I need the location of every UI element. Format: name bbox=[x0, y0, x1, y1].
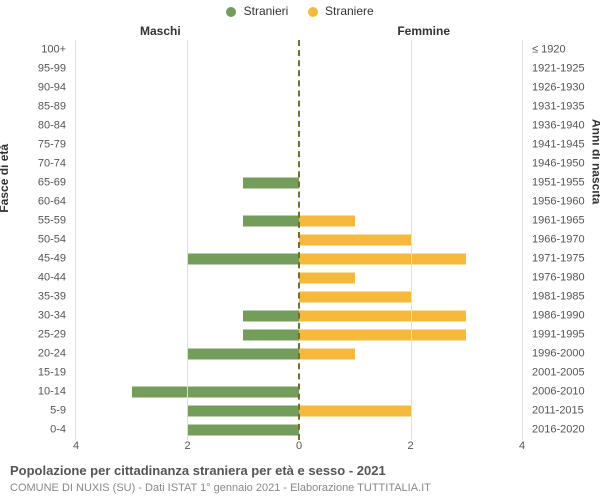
bar-female bbox=[299, 215, 355, 226]
bar-male bbox=[188, 349, 300, 360]
female-header: Femmine bbox=[397, 24, 450, 38]
bar-male bbox=[188, 406, 300, 417]
age-label: 30-34 bbox=[0, 311, 70, 322]
birth-label: 1941-1945 bbox=[528, 139, 600, 150]
bar-female bbox=[299, 273, 355, 284]
birth-label: 1961-1965 bbox=[528, 215, 600, 226]
age-label: 0-4 bbox=[0, 425, 70, 436]
population-pyramid-chart: Stranieri Straniere Maschi Femmine Fasce… bbox=[0, 0, 600, 500]
female-half bbox=[299, 40, 522, 440]
bar-male bbox=[188, 425, 300, 436]
bar-female bbox=[299, 292, 411, 303]
birth-label: 1921-1925 bbox=[528, 63, 600, 74]
birth-label: 2016-2020 bbox=[528, 425, 600, 436]
age-label: 50-54 bbox=[0, 235, 70, 246]
birth-label: ≤ 1920 bbox=[528, 44, 600, 55]
male-half bbox=[76, 40, 299, 440]
bar-male bbox=[243, 311, 299, 322]
gridline bbox=[411, 40, 412, 440]
legend-male-swatch bbox=[226, 7, 236, 17]
birth-label: 1926-1930 bbox=[528, 82, 600, 93]
age-label: 45-49 bbox=[0, 254, 70, 265]
x-tick-label: 4 bbox=[519, 440, 525, 452]
age-label: 90-94 bbox=[0, 82, 70, 93]
age-label: 35-39 bbox=[0, 292, 70, 303]
age-label: 65-69 bbox=[0, 177, 70, 188]
x-tick-label: 2 bbox=[407, 440, 413, 452]
birth-label: 2006-2010 bbox=[528, 387, 600, 398]
birth-label: 1966-1970 bbox=[528, 235, 600, 246]
x-tick-label: 0 bbox=[296, 440, 302, 452]
birth-label: 1931-1935 bbox=[528, 101, 600, 112]
legend-female: Straniere bbox=[308, 4, 374, 18]
bar-male bbox=[132, 387, 299, 398]
bar-male bbox=[243, 177, 299, 188]
chart-title: Popolazione per cittadinanza straniera p… bbox=[10, 463, 386, 478]
bar-female bbox=[299, 235, 411, 246]
age-label: 75-79 bbox=[0, 139, 70, 150]
bar-female bbox=[299, 254, 466, 265]
y-left-labels: 100+ 95-99 90-94 85-89 80-84 75-79 70-74 65-69 6… bbox=[0, 40, 70, 440]
birth-label: 1976-1980 bbox=[528, 273, 600, 284]
birth-label: 1956-1960 bbox=[528, 196, 600, 207]
age-label: 55-59 bbox=[0, 215, 70, 226]
y-right-labels: ≤ 1920 1921-1925 1926-1930 1931-1935 1936-19… bbox=[528, 40, 600, 440]
legend-male: Stranieri bbox=[226, 4, 288, 18]
birth-label: 1936-1940 bbox=[528, 120, 600, 131]
bar-male bbox=[243, 215, 299, 226]
gridline bbox=[75, 40, 76, 440]
x-tick-label: 2 bbox=[184, 440, 190, 452]
birth-label: 1991-1995 bbox=[528, 330, 600, 341]
age-label: 10-14 bbox=[0, 387, 70, 398]
bar-female bbox=[299, 349, 355, 360]
bar-female bbox=[299, 311, 466, 322]
age-label: 80-84 bbox=[0, 120, 70, 131]
legend-female-swatch bbox=[308, 7, 318, 17]
age-label: 15-19 bbox=[0, 368, 70, 379]
legend-female-label: Straniere bbox=[325, 4, 374, 18]
chart-subtitle: COMUNE DI NUXIS (SU) - Dati ISTAT 1° gen… bbox=[10, 482, 431, 494]
gridline bbox=[187, 40, 188, 440]
age-label: 95-99 bbox=[0, 63, 70, 74]
birth-label: 1951-1955 bbox=[528, 177, 600, 188]
birth-label: 1986-1990 bbox=[528, 311, 600, 322]
legend: Stranieri Straniere bbox=[0, 4, 600, 18]
bar-male bbox=[243, 330, 299, 341]
x-ticks: 4 2 0 2 4 bbox=[76, 440, 522, 458]
age-label: 5-9 bbox=[0, 406, 70, 417]
bar-female bbox=[299, 330, 466, 341]
bar-male bbox=[188, 254, 300, 265]
birth-label: 1946-1950 bbox=[528, 158, 600, 169]
center-line bbox=[298, 40, 300, 440]
birth-label: 1996-2000 bbox=[528, 349, 600, 360]
gridline bbox=[522, 40, 523, 440]
plot-area bbox=[76, 40, 522, 440]
age-label: 40-44 bbox=[0, 273, 70, 284]
birth-label: 1971-1975 bbox=[528, 254, 600, 265]
x-tick-label: 4 bbox=[73, 440, 79, 452]
bar-female bbox=[299, 406, 411, 417]
age-label: 25-29 bbox=[0, 330, 70, 341]
birth-label: 1981-1985 bbox=[528, 292, 600, 303]
birth-label: 2001-2005 bbox=[528, 368, 600, 379]
male-header: Maschi bbox=[140, 24, 181, 38]
age-label: 85-89 bbox=[0, 101, 70, 112]
age-label: 60-64 bbox=[0, 196, 70, 207]
age-label: 100+ bbox=[0, 44, 70, 55]
legend-male-label: Stranieri bbox=[244, 4, 289, 18]
birth-label: 2011-2015 bbox=[528, 406, 600, 417]
age-label: 70-74 bbox=[0, 158, 70, 169]
age-label: 20-24 bbox=[0, 349, 70, 360]
